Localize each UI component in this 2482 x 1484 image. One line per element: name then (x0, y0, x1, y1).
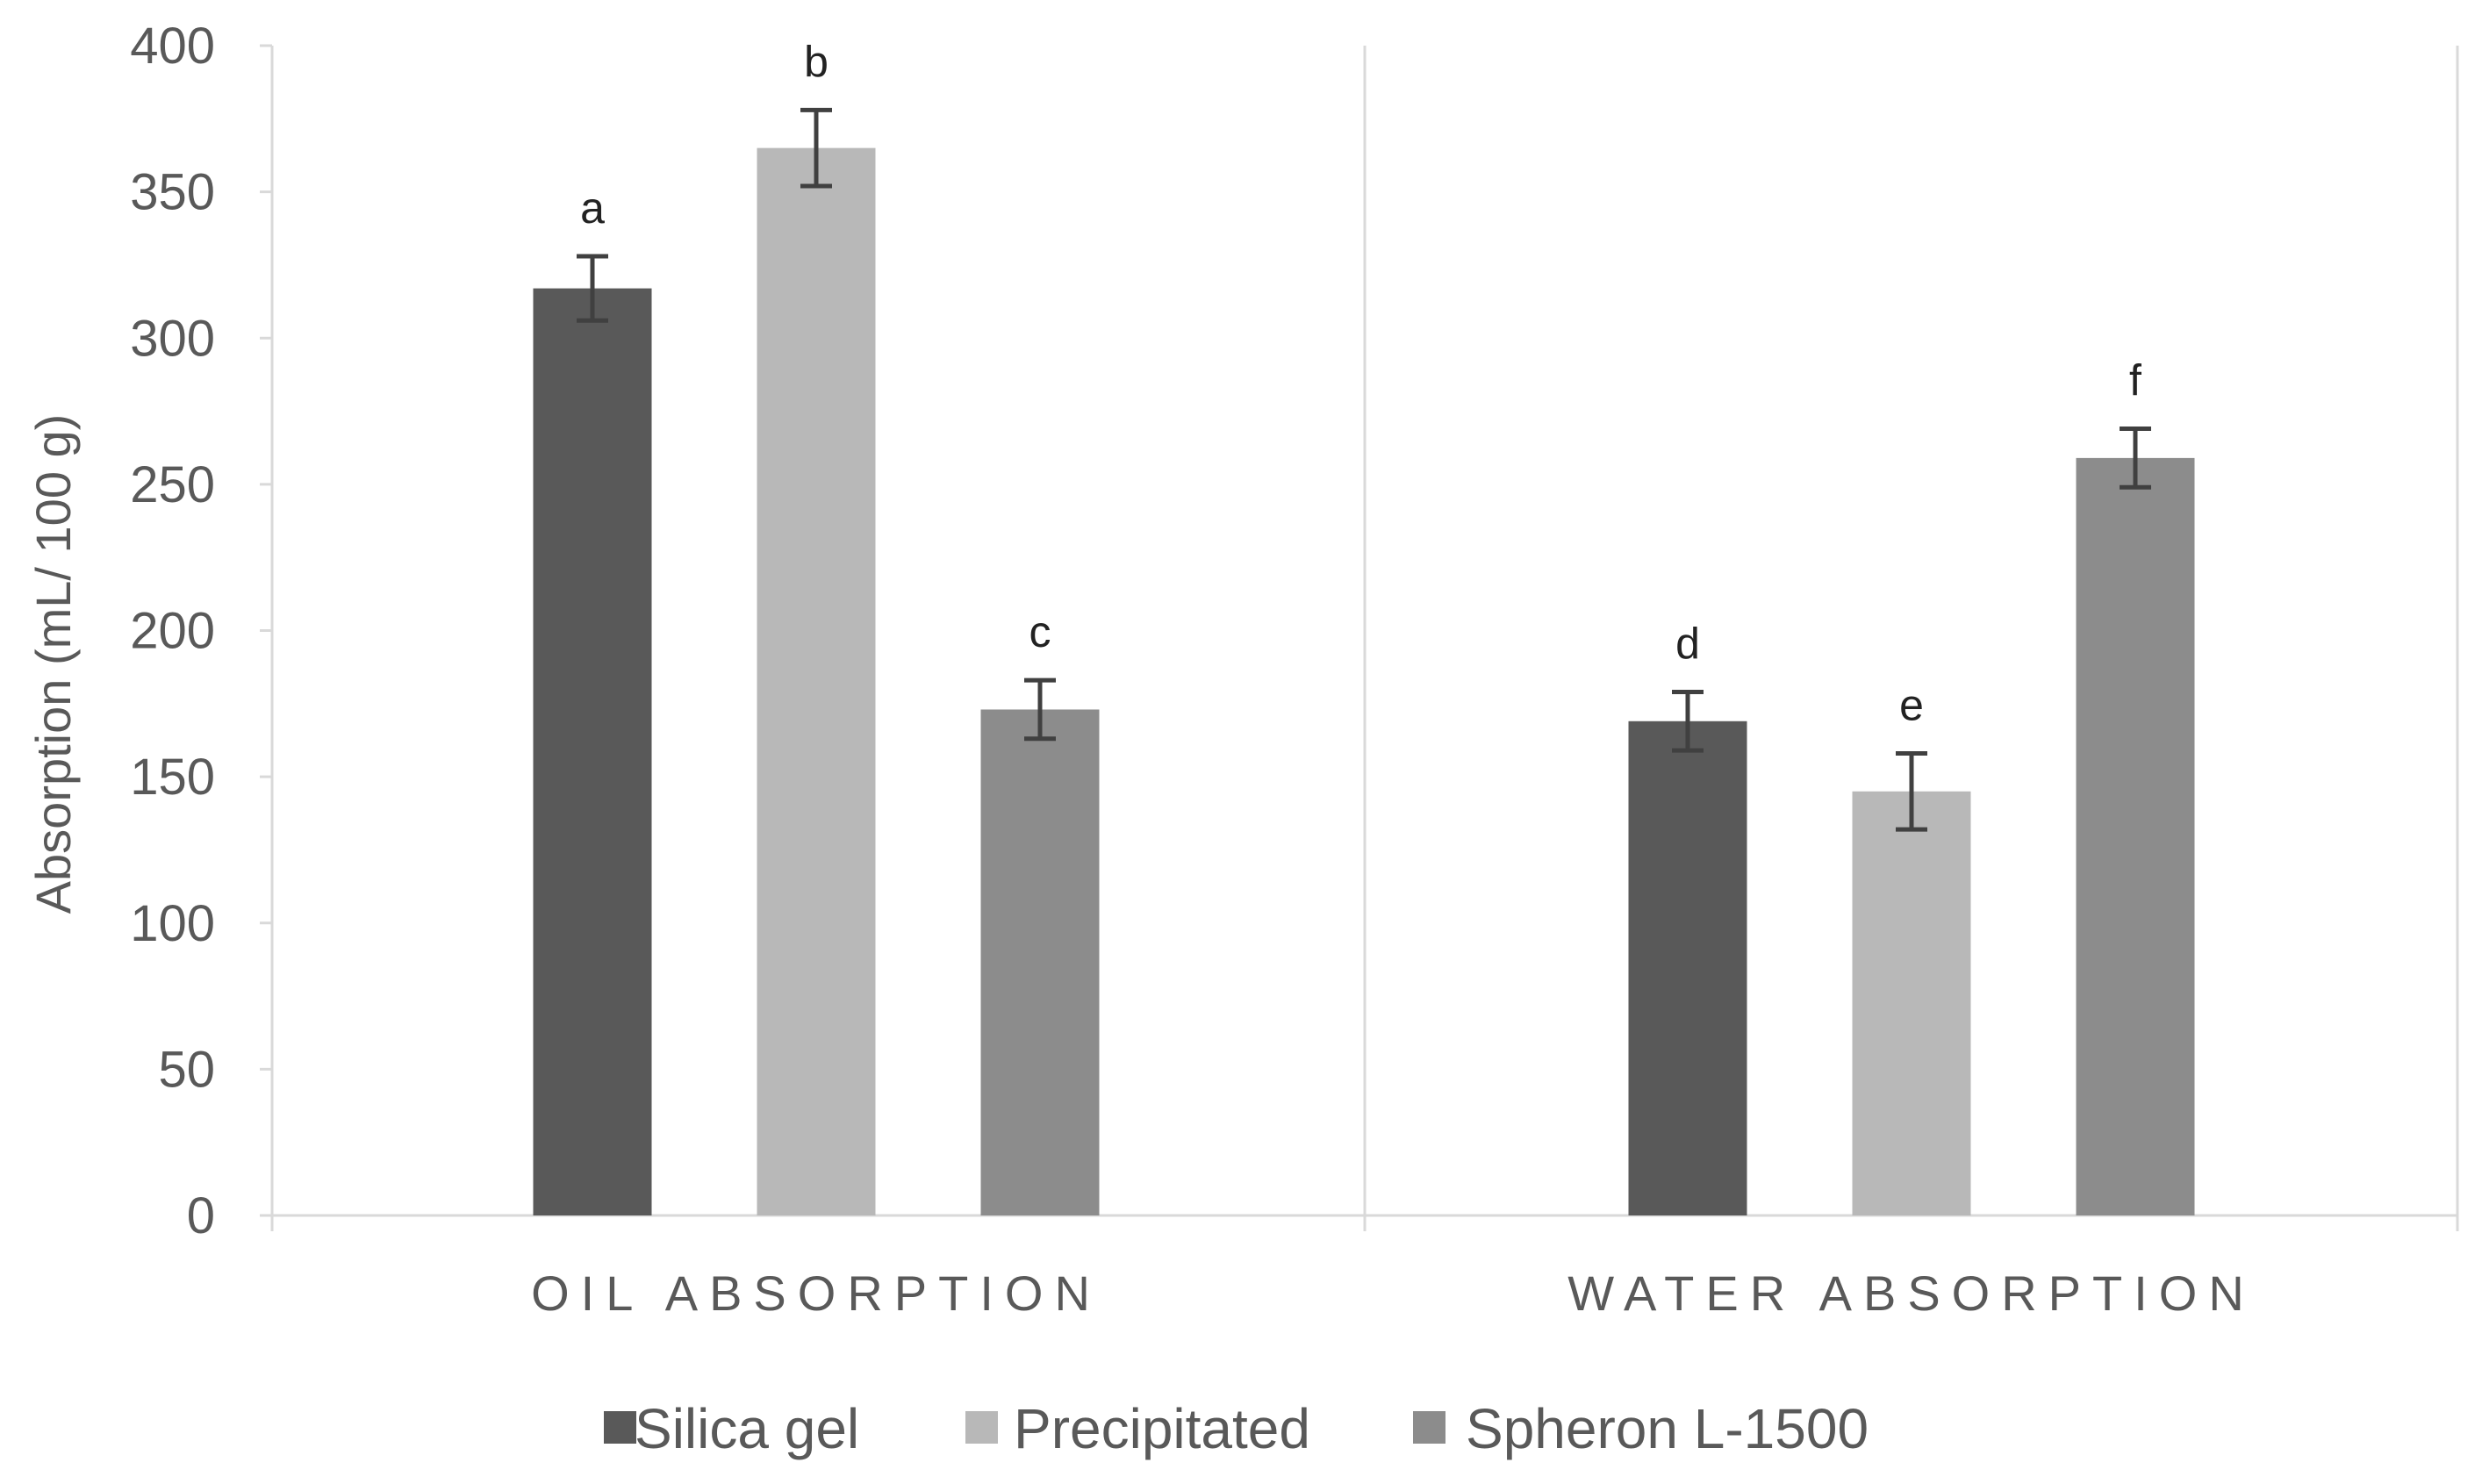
x-category-label: OIL ABSORPTION (531, 1265, 1101, 1321)
legend-label: Silica gel (635, 1397, 859, 1460)
labels-layer: a d b e c f OIL ABSORPTION WATER ABSORPTION (531, 37, 2256, 1321)
bars-layer (533, 107, 2195, 1216)
significance-letter: e (1899, 680, 1924, 729)
y-tick-label: 50 (158, 1041, 215, 1098)
legend-swatch (965, 1411, 998, 1444)
legend-swatch (1413, 1411, 1445, 1444)
significance-letter: a (580, 183, 605, 233)
significance-letter: b (804, 37, 829, 86)
legend-swatch (604, 1411, 636, 1444)
bar-spheron-l-1500-water (2076, 457, 2195, 1215)
y-tick-label: 0 (187, 1187, 215, 1244)
bar-silica-gel-oil (533, 288, 652, 1215)
bar-precipitated-oil (757, 147, 876, 1216)
y-tick-label: 400 (130, 18, 215, 75)
legend: Silica gel Precipitated Spheron L-1500 (604, 1397, 1869, 1460)
y-tick-label: 100 (130, 895, 215, 952)
y-axis-title: Absorption (mL/ 100 g) (25, 414, 81, 914)
bar-precipitated-water (1852, 791, 1971, 1215)
bar-spheron-l-1500-oil (980, 709, 1100, 1215)
legend-label: Precipitated (1014, 1397, 1310, 1460)
legend-item: Spheron L-1500 (1413, 1397, 1869, 1460)
y-tick-label: 150 (130, 749, 215, 806)
axes-layer: 0 50 100 150 200 250 300 350 400 Absorption (mL/ … (25, 18, 2459, 1244)
legend-item: Precipitated (965, 1397, 1310, 1460)
y-tick-label: 350 (130, 164, 215, 221)
bar-silica-gel-water (1628, 720, 1747, 1215)
x-category-label: WATER ABSORPTION (1567, 1265, 2256, 1321)
y-tick-label: 200 (130, 603, 215, 660)
significance-letter: c (1029, 607, 1051, 656)
y-tick-label: 300 (130, 310, 215, 367)
legend-label: Spheron L-1500 (1466, 1397, 1869, 1460)
legend-item: Silica gel (604, 1397, 859, 1460)
y-tick-label: 250 (130, 456, 215, 513)
significance-letter: d (1675, 619, 1700, 668)
significance-letter: f (2129, 356, 2141, 405)
